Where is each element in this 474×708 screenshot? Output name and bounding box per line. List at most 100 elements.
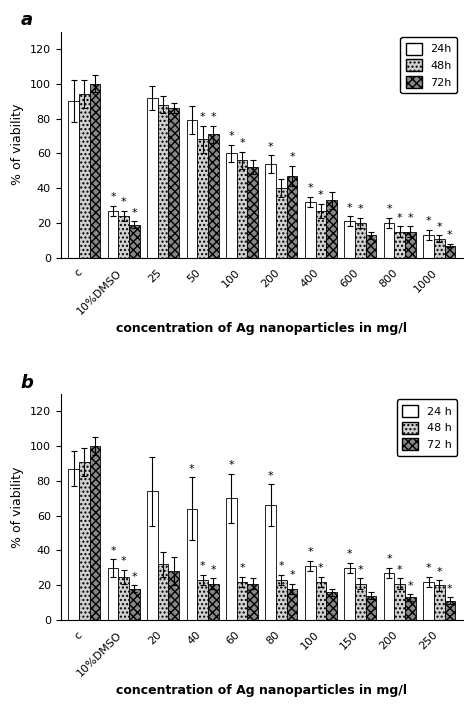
Text: *: * xyxy=(131,207,137,218)
Text: *: * xyxy=(426,217,431,227)
Bar xyxy=(287,589,297,620)
Bar xyxy=(344,568,355,620)
Text: *: * xyxy=(408,213,413,223)
Bar xyxy=(445,601,455,620)
Text: *: * xyxy=(268,471,273,481)
Text: a: a xyxy=(20,11,32,29)
Bar xyxy=(265,164,276,258)
Bar xyxy=(384,223,394,258)
Text: *: * xyxy=(228,131,234,141)
Text: *: * xyxy=(210,112,216,122)
Text: *: * xyxy=(447,230,453,240)
Text: *: * xyxy=(110,546,116,556)
Bar xyxy=(90,446,100,620)
Bar xyxy=(68,101,79,258)
Bar xyxy=(226,498,237,620)
Bar xyxy=(365,235,376,258)
Text: *: * xyxy=(239,138,245,148)
Bar xyxy=(265,506,276,620)
Text: *: * xyxy=(228,460,234,471)
Bar xyxy=(316,211,326,258)
Text: *: * xyxy=(200,112,205,122)
Bar xyxy=(147,98,158,258)
Bar xyxy=(168,571,179,620)
Bar xyxy=(305,566,316,620)
Text: *: * xyxy=(386,554,392,564)
Text: *: * xyxy=(318,563,324,573)
Bar xyxy=(276,580,287,620)
Bar xyxy=(187,509,197,620)
Text: *: * xyxy=(437,566,442,576)
Text: *: * xyxy=(210,565,216,575)
Text: *: * xyxy=(200,561,205,571)
Text: *: * xyxy=(447,584,453,594)
Bar xyxy=(129,224,140,258)
Bar xyxy=(394,583,405,620)
Text: *: * xyxy=(308,183,313,193)
X-axis label: concentration of Ag nanoparticles in mg/l: concentration of Ag nanoparticles in mg/… xyxy=(116,684,407,697)
Bar xyxy=(158,564,168,620)
Bar xyxy=(187,120,197,258)
Text: *: * xyxy=(121,556,127,566)
Bar xyxy=(423,235,434,258)
Bar xyxy=(208,583,219,620)
Bar xyxy=(197,139,208,258)
Text: *: * xyxy=(347,202,353,212)
Bar xyxy=(434,586,445,620)
Text: *: * xyxy=(131,572,137,582)
Bar xyxy=(287,176,297,258)
Bar xyxy=(168,108,179,258)
Bar xyxy=(326,593,337,620)
Bar xyxy=(226,154,237,258)
Bar xyxy=(79,462,90,620)
Bar xyxy=(305,202,316,258)
Bar xyxy=(276,188,287,258)
Bar xyxy=(405,232,416,258)
Bar xyxy=(118,216,129,258)
Text: *: * xyxy=(437,222,442,232)
Bar xyxy=(394,232,405,258)
Bar xyxy=(445,246,455,258)
Bar xyxy=(129,589,140,620)
Y-axis label: % of viability: % of viability xyxy=(11,104,24,185)
Bar xyxy=(423,582,434,620)
Text: *: * xyxy=(397,565,402,575)
Text: *: * xyxy=(386,205,392,215)
Bar xyxy=(326,200,337,258)
Bar xyxy=(118,576,129,620)
Text: b: b xyxy=(20,374,33,392)
Bar xyxy=(316,582,326,620)
Text: *: * xyxy=(121,198,127,207)
Bar xyxy=(344,221,355,258)
Text: *: * xyxy=(397,213,402,223)
Bar xyxy=(365,595,376,620)
Bar xyxy=(405,598,416,620)
Bar xyxy=(68,469,79,620)
Legend: 24 h, 48 h, 72 h: 24 h, 48 h, 72 h xyxy=(397,399,457,456)
Text: *: * xyxy=(318,190,324,200)
Bar xyxy=(355,223,365,258)
Bar xyxy=(355,583,365,620)
Bar xyxy=(90,84,100,258)
Text: *: * xyxy=(189,464,195,474)
Bar xyxy=(147,491,158,620)
Bar xyxy=(237,582,247,620)
Text: *: * xyxy=(289,570,295,580)
Bar xyxy=(79,94,90,258)
Y-axis label: % of viability: % of viability xyxy=(11,467,24,548)
Text: *: * xyxy=(357,205,363,215)
Text: *: * xyxy=(289,152,295,162)
Text: *: * xyxy=(268,142,273,152)
Legend: 24h, 48h, 72h: 24h, 48h, 72h xyxy=(401,37,457,93)
Bar xyxy=(247,583,258,620)
Bar xyxy=(108,568,118,620)
Text: *: * xyxy=(308,547,313,557)
Text: *: * xyxy=(110,192,116,202)
Text: *: * xyxy=(408,581,413,590)
Bar xyxy=(208,135,219,258)
Text: *: * xyxy=(357,565,363,575)
X-axis label: concentration of Ag nanoparticles in mg/l: concentration of Ag nanoparticles in mg/… xyxy=(116,321,407,335)
Text: *: * xyxy=(279,561,284,571)
Text: *: * xyxy=(426,563,431,573)
Bar xyxy=(237,160,247,258)
